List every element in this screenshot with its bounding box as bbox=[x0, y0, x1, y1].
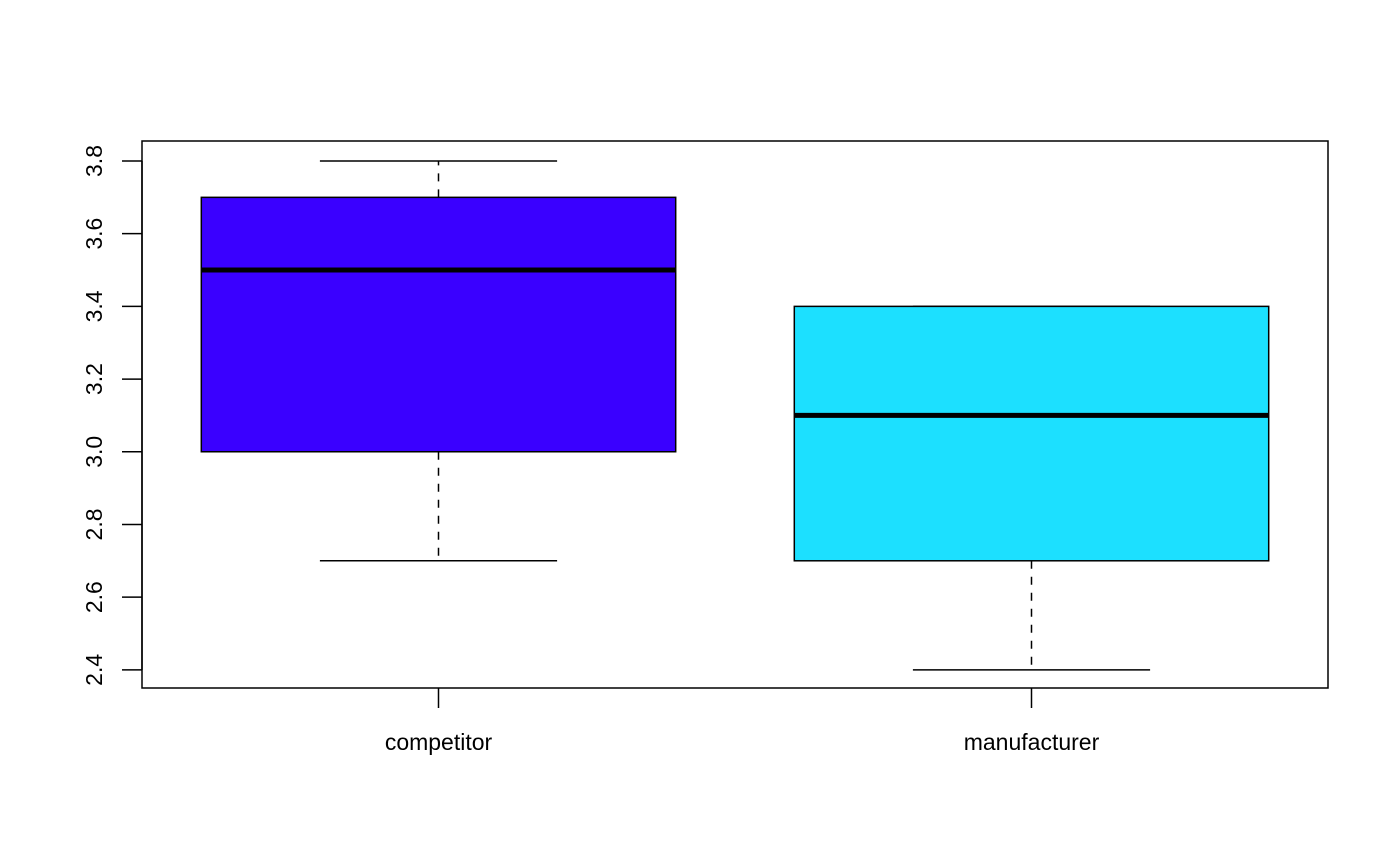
box-competitor bbox=[200, 160, 677, 562]
y-tick-label: 2.4 bbox=[81, 654, 107, 686]
boxes bbox=[200, 160, 1270, 671]
y-tick-label: 2.6 bbox=[81, 581, 107, 613]
y-tick-label: 3.0 bbox=[81, 436, 107, 468]
iqr-box bbox=[200, 196, 677, 453]
x-tick-label: competitor bbox=[385, 729, 493, 755]
box-manufacturer bbox=[793, 305, 1270, 671]
x-tick-label: manufacturer bbox=[964, 729, 1100, 755]
iqr-box bbox=[793, 305, 1270, 562]
y-tick-label: 3.2 bbox=[81, 363, 107, 395]
y-tick-label: 2.8 bbox=[81, 508, 107, 540]
y-axis: 2.4 2.6 2.8 3.0 3.2 3.4 3.6 3.8 bbox=[81, 145, 143, 686]
y-tick-label: 3.4 bbox=[81, 290, 107, 322]
y-tick-label: 3.8 bbox=[81, 145, 107, 177]
y-tick-label: 3.6 bbox=[81, 218, 107, 250]
x-axis: competitor manufacturer bbox=[385, 688, 1100, 755]
